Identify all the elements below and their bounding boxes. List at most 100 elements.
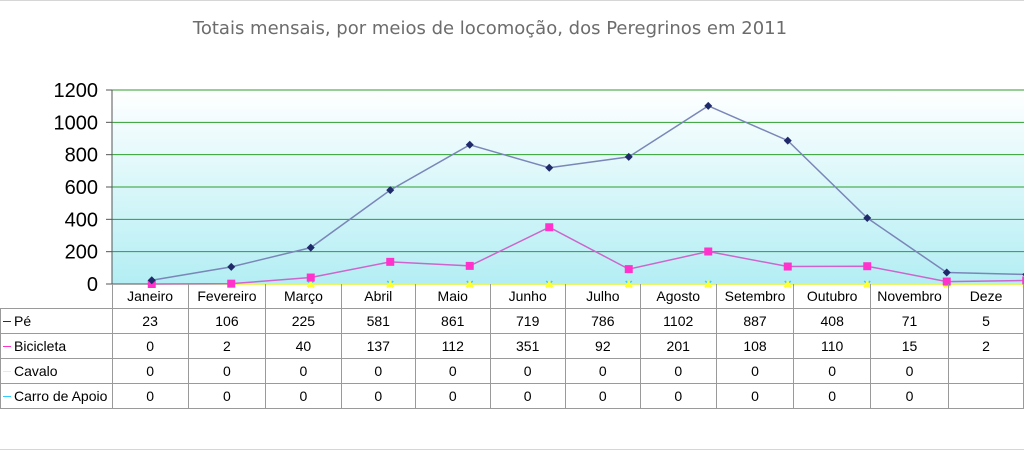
y-tick-label: 0 — [87, 274, 98, 296]
data-label: 0 — [340, 383, 416, 409]
data-point-bicicleta — [942, 277, 951, 286]
data-label: 0 — [564, 383, 641, 409]
data-label: 786 — [564, 308, 641, 334]
legend-key — [3, 395, 11, 397]
data-label: 112 — [414, 333, 491, 359]
data-label: 0 — [187, 383, 267, 409]
x-tick-label: Junho — [489, 284, 566, 309]
y-tick-label: 600 — [65, 177, 98, 199]
data-point-bicicleta — [306, 273, 315, 282]
data-point-pe — [942, 268, 951, 277]
data-label — [948, 358, 1024, 384]
data-label: 0 — [187, 358, 267, 384]
table-corner — [1, 284, 113, 309]
legend-label: Bicicleta — [14, 338, 67, 354]
y-tick-label: 1000 — [54, 112, 99, 134]
data-label: 0 — [793, 383, 871, 409]
x-tick-label: Fevereiro — [187, 284, 267, 309]
data-point-pe — [465, 140, 474, 149]
data-point-pe — [545, 163, 554, 172]
table-row: Cavalo 0 0 0 0 0 0 0 0 0 0 0 — [0, 358, 1024, 384]
data-label: 92 — [564, 333, 641, 359]
data-point-bicicleta — [227, 279, 236, 288]
data-point-bicicleta — [783, 262, 792, 271]
data-label — [948, 383, 1024, 409]
x-tick-label: Novembro — [869, 284, 950, 309]
data-label: 351 — [489, 333, 566, 359]
y-tick-label: 1200 — [54, 80, 99, 102]
data-label: 2 — [948, 333, 1024, 359]
x-tick-label: Agosto — [639, 284, 717, 309]
data-label: 581 — [340, 308, 416, 334]
data-label: 0 — [265, 383, 342, 409]
data-label: 861 — [414, 308, 491, 334]
data-label: 408 — [793, 308, 871, 334]
data-point-pe — [863, 214, 872, 223]
data-label: 0 — [639, 358, 717, 384]
y-tick-label: 400 — [65, 209, 98, 231]
data-label: 2 — [187, 333, 267, 359]
legend-key — [3, 370, 11, 372]
data-label: 201 — [639, 333, 717, 359]
x-tick-label: Abril — [340, 284, 416, 309]
data-label: 0 — [414, 358, 491, 384]
data-label: 0 — [639, 383, 717, 409]
data-label: 71 — [869, 308, 950, 334]
data-point-pe — [704, 101, 713, 110]
data-label: 0 — [715, 383, 795, 409]
data-point-bicicleta — [386, 257, 395, 266]
legend-label: Carro de Apoio — [14, 388, 108, 404]
data-label: 0 — [111, 383, 189, 409]
x-tick-label: Julho — [564, 284, 641, 309]
x-tick-label: Outubro — [793, 284, 871, 309]
data-point-pe — [624, 152, 633, 161]
data-label: 0 — [869, 358, 950, 384]
data-point-bicicleta — [1022, 276, 1024, 285]
table-row: Carro de Apoio 0 0 0 0 0 0 0 0 0 0 0 — [0, 383, 1024, 409]
data-label: 0 — [111, 358, 189, 384]
x-tick-label: Janeiro — [111, 284, 189, 309]
y-tick-label: 200 — [65, 242, 98, 264]
x-tick-label: Março — [265, 284, 342, 309]
legend-key — [3, 320, 11, 322]
data-point-bicicleta — [704, 247, 713, 256]
data-label: 15 — [869, 333, 950, 359]
data-point-bicicleta — [545, 223, 554, 232]
legend-key — [3, 345, 11, 347]
data-point-pe — [306, 243, 315, 252]
data-label: 40 — [265, 333, 342, 359]
data-label: 110 — [793, 333, 871, 359]
data-point-pe — [147, 276, 156, 285]
data-label: 0 — [715, 358, 795, 384]
legend-entry: Carro de Apoio — [0, 383, 113, 409]
data-label: 0 — [564, 358, 641, 384]
legend-entry: Pé — [0, 308, 113, 334]
legend-entry: Cavalo — [0, 358, 113, 384]
data-point-bicicleta — [863, 262, 872, 271]
data-point-pe — [227, 262, 236, 271]
legend-label: Cavalo — [14, 363, 58, 379]
data-table: Janeiro Fevereiro Março Abril Maio Junho Julho… — [0, 284, 1024, 409]
data-label: 0 — [414, 383, 491, 409]
data-label: 0 — [489, 358, 566, 384]
data-label: 0 — [869, 383, 950, 409]
data-label: 0 — [340, 358, 416, 384]
series-line-1 — [151, 226, 1024, 285]
legend-label: Pé — [14, 313, 32, 329]
data-point-bicicleta — [624, 265, 633, 274]
data-label: 887 — [715, 308, 795, 334]
series-line-0 — [151, 104, 1024, 282]
data-label: 1102 — [639, 308, 717, 334]
data-point-pe — [783, 136, 792, 145]
table-row: Bicicleta 0 2 40 137 112 351 92 201 108 110 15 2 — [0, 333, 1024, 359]
x-tick-label: Setembro — [715, 284, 795, 309]
data-label: 0 — [489, 383, 566, 409]
data-point-pe — [386, 186, 395, 195]
x-tick-label: Maio — [414, 284, 491, 309]
table-row: Pé 23 106 225 581 861 719 786 1102 887 408 71 5 — [0, 308, 1024, 334]
chart-title: Totais mensais, por meios de locomoção, … — [192, 18, 788, 39]
x-tick-label: Deze — [948, 284, 1024, 309]
data-label: 225 — [265, 308, 342, 334]
data-label: 0 — [793, 358, 871, 384]
